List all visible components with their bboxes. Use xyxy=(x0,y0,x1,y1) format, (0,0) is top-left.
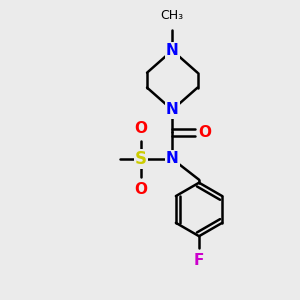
Text: N: N xyxy=(166,102,179,117)
Text: O: O xyxy=(198,125,211,140)
Text: F: F xyxy=(194,253,204,268)
Text: S: S xyxy=(135,150,147,168)
Text: CH₃: CH₃ xyxy=(161,9,184,22)
Text: O: O xyxy=(135,182,148,197)
Text: N: N xyxy=(166,43,179,58)
Text: N: N xyxy=(166,152,179,166)
Text: O: O xyxy=(135,121,148,136)
